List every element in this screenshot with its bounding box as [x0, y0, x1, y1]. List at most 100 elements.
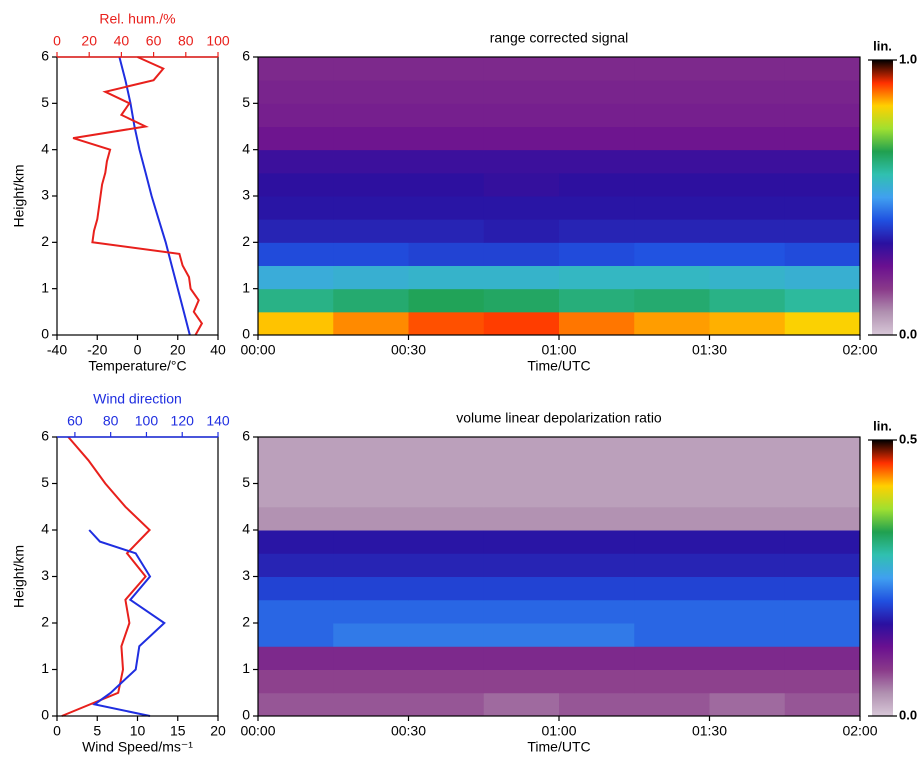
y-tick-label: 1 [41, 279, 49, 295]
x-tick-label: 01:00 [541, 342, 576, 358]
heatmap-cell [258, 242, 334, 266]
heatmap-cell [408, 172, 485, 197]
heatmap-cell [483, 103, 560, 127]
heatmap-cell [333, 219, 409, 243]
heatmap-cell [408, 80, 485, 104]
heatmap-cell [784, 126, 861, 151]
heatmap-cell [559, 219, 635, 243]
x2-tick-label: 80 [178, 33, 194, 49]
heatmap-cell [258, 265, 334, 290]
heatmap-cell [408, 288, 485, 313]
heatmap-cell [784, 57, 861, 81]
heatmap-cell [333, 576, 409, 601]
heatmap-cell [258, 599, 334, 624]
heatmap-cell [634, 149, 710, 174]
y-tick-label: 3 [41, 187, 49, 203]
heatmap-cell [634, 460, 710, 484]
heatmap-cell [559, 149, 635, 174]
heatmap-cell [333, 506, 409, 531]
colorbar-tick-label: 0.0 [899, 326, 917, 341]
heatmap-cell [634, 646, 710, 670]
heatmap-cell [483, 172, 560, 197]
x2-axis-label: Rel. hum./% [99, 11, 175, 27]
heatmap-cell [408, 460, 485, 484]
heatmap-cell [258, 692, 334, 717]
y-tick-label: 2 [242, 233, 250, 249]
heatmap-cell [709, 623, 786, 647]
heatmap-cell [634, 506, 710, 531]
heatmap-cell [408, 219, 485, 243]
heatmap-cell [709, 483, 786, 508]
x-tick-label: 40 [210, 342, 226, 358]
x-tick-label: 00:00 [240, 723, 275, 739]
x-tick-label: 0 [53, 723, 61, 739]
heatmap-cell [483, 437, 560, 461]
heatmap-cell [709, 311, 786, 336]
heatmap-cell [333, 196, 409, 220]
heatmap-cell [408, 692, 485, 717]
heatmap-cell [333, 265, 409, 290]
x-tick-label: 02:00 [842, 342, 877, 358]
heatmap-cell [483, 553, 560, 577]
heatmap-cell [408, 623, 485, 647]
heatmap-cell [258, 219, 334, 243]
y-axis-label: Height/km [11, 164, 27, 227]
heatmap-cell [559, 103, 635, 127]
heatmap-cell [483, 242, 560, 266]
heatmap-cell [333, 149, 409, 174]
y-tick-label: 3 [41, 567, 49, 583]
heatmap-cell [709, 149, 786, 174]
y-axis-label: Height/km [11, 545, 27, 608]
y-tick-label: 5 [41, 474, 49, 490]
profile-line [88, 529, 166, 717]
heatmap-cell [784, 242, 861, 266]
x-tick-label: 00:00 [240, 342, 275, 358]
x-tick-label: 01:30 [692, 342, 727, 358]
heatmap-cell [408, 126, 485, 151]
heatmap-cell [258, 311, 334, 336]
heatmap-cell [408, 265, 485, 290]
heatmap-cell [483, 311, 560, 336]
x-tick-label: 01:00 [541, 723, 576, 739]
heatmap-cell [784, 553, 861, 577]
y-tick-label: 6 [242, 428, 250, 444]
heatmap-cell [333, 599, 409, 624]
heatmap-cell [333, 530, 409, 554]
y-tick-label: 1 [41, 660, 49, 676]
heatmap-cell [258, 506, 334, 531]
heatmap-cell [258, 103, 334, 127]
heatmap-cell [483, 460, 560, 484]
heatmap-cell [709, 506, 786, 531]
heatmap-cell [483, 149, 560, 174]
y-tick-label: 2 [41, 614, 49, 630]
y-tick-label: 2 [242, 614, 250, 630]
heatmap-cell [634, 483, 710, 508]
heatmap-cell [709, 576, 786, 601]
heatmap-cell [258, 576, 334, 601]
heatmap-cell [709, 172, 786, 197]
colorbar-label: lin. [873, 418, 892, 433]
heatmap-cell [559, 506, 635, 531]
heatmap-cell [258, 646, 334, 670]
y-tick-label: 4 [242, 521, 250, 537]
heatmap-cell [483, 80, 560, 104]
heatmap-cell [709, 242, 786, 266]
heatmap-cell [709, 196, 786, 220]
heatmap-cell [634, 311, 710, 336]
y-tick-label: 0 [41, 707, 49, 723]
x-tick-label: 00:30 [391, 723, 426, 739]
heatmap-cell [634, 126, 710, 151]
heatmap-cell [634, 553, 710, 577]
heatmap-cell [258, 80, 334, 104]
heatmap-cell [784, 149, 861, 174]
heatmap-cell [408, 669, 485, 694]
x2-tick-label: 0 [53, 33, 61, 49]
profile-line [61, 436, 152, 717]
heatmap-cell [483, 506, 560, 531]
heatmap-cell [333, 669, 409, 694]
heatmap-cell [333, 57, 409, 81]
heatmap-cell [483, 576, 560, 601]
heatmap-cell [709, 460, 786, 484]
heatmap-cell [258, 460, 334, 484]
heatmap-cell [333, 460, 409, 484]
